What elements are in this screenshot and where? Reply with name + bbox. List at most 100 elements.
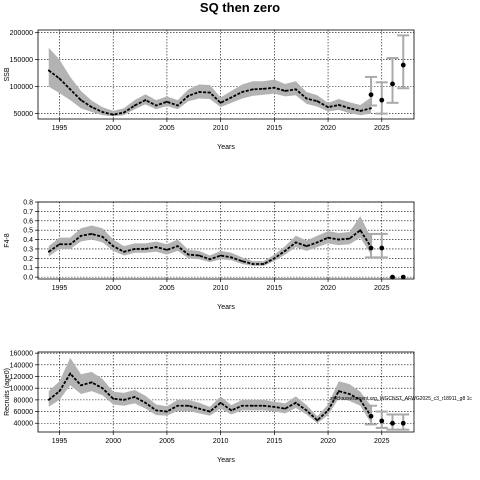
y-tick-label: 200000 — [10, 30, 33, 37]
x-tick-label: 2005 — [159, 125, 175, 132]
median-point — [230, 96, 233, 99]
y-tick-label: 0.2 — [23, 256, 33, 263]
median-point — [251, 404, 254, 407]
median-point — [144, 99, 147, 102]
median-point — [58, 77, 61, 80]
median-point — [337, 238, 340, 241]
median-point — [101, 387, 104, 390]
y-tick-label: 80000 — [14, 397, 34, 404]
median-point — [112, 113, 115, 116]
median-point — [155, 246, 158, 248]
median-point — [262, 263, 265, 265]
figure-title: SQ then zero — [200, 0, 280, 15]
x-tick-label: 2020 — [320, 438, 336, 445]
confidence-band — [48, 216, 372, 266]
median-point — [251, 88, 254, 91]
y-tick-label: 0.7 — [23, 209, 33, 216]
median-point — [58, 390, 61, 393]
median-point — [273, 257, 276, 260]
y-tick-label: 120000 — [10, 374, 33, 381]
y-tick-label: 50000 — [14, 111, 34, 118]
median-point — [166, 100, 168, 103]
median-point — [166, 410, 168, 413]
median-point — [348, 237, 351, 240]
median-point — [187, 404, 190, 407]
y-tick-label: 60000 — [14, 409, 34, 416]
chart-annotation: stockassessment.org_WGCNST_AFWG2025_c3_r… — [330, 396, 472, 402]
median-point — [176, 104, 179, 107]
x-axis-label: Years — [217, 304, 235, 311]
projection-point — [379, 97, 385, 103]
y-tick-label: 0.6 — [23, 218, 33, 225]
y-tick-label: 0.1 — [23, 265, 33, 272]
median-point — [348, 393, 351, 395]
median-point — [47, 69, 50, 72]
median-point — [155, 104, 158, 107]
projection-point — [400, 274, 406, 280]
y-tick-label: 0.8 — [23, 200, 33, 207]
median-point — [219, 401, 222, 404]
median-point — [316, 241, 319, 244]
median-point — [251, 263, 254, 265]
median-point — [305, 409, 308, 412]
median-point — [359, 110, 362, 112]
median-point — [305, 97, 308, 100]
x-tick-label: 2010 — [213, 125, 229, 132]
median-point — [327, 409, 329, 412]
x-tick-label: 2000 — [105, 285, 121, 292]
median-point — [101, 235, 104, 238]
y-tick-label: 0.0 — [23, 275, 33, 282]
median-point — [112, 397, 115, 400]
median-point — [198, 91, 201, 93]
median-point — [327, 236, 329, 239]
x-tick-label: 2025 — [374, 285, 390, 292]
median-point — [101, 111, 104, 113]
x-tick-label: 2010 — [213, 438, 229, 445]
chart-panel-3: 1995 2000 2005 2010 2015 2020 2025 40000 60000 80… — [4, 351, 472, 464]
median-point — [58, 243, 61, 246]
median-point — [80, 99, 82, 102]
projection-point — [368, 245, 374, 251]
median-point — [316, 100, 319, 103]
y-tick-label: 40000 — [14, 421, 34, 428]
median-point — [69, 88, 72, 91]
x-tick-label: 2000 — [105, 125, 121, 132]
median-point — [198, 254, 201, 257]
median-point — [359, 229, 362, 232]
y-axis-label: SSB — [4, 67, 11, 81]
plot-frame — [37, 29, 415, 120]
median-point — [294, 88, 297, 91]
projection-point — [368, 92, 374, 98]
median-point — [294, 401, 297, 404]
median-point — [262, 87, 265, 90]
y-axis-label: Recruits (age0) — [4, 368, 11, 416]
x-tick-label: 2020 — [320, 125, 336, 132]
median-point — [133, 396, 136, 398]
x-tick-label: 2005 — [159, 438, 175, 445]
median-point — [187, 253, 190, 256]
median-point — [176, 245, 179, 248]
projection-point — [400, 62, 406, 68]
median-point — [112, 245, 115, 248]
median-point — [69, 372, 72, 375]
y-axis-label: F4-8 — [4, 233, 11, 248]
median-point — [155, 409, 158, 412]
y-tick-label: 160000 — [10, 351, 33, 358]
median-point — [284, 90, 286, 92]
median-point — [370, 107, 372, 110]
median-point — [208, 258, 211, 261]
confidence-band — [48, 47, 372, 117]
x-axis-label: Years — [217, 457, 235, 464]
projection-point — [379, 245, 385, 251]
median-point — [176, 404, 179, 407]
median-point — [47, 398, 50, 401]
median-point — [123, 250, 125, 253]
median-point — [144, 401, 147, 404]
median-point — [69, 243, 72, 246]
x-tick-label: 2025 — [374, 438, 390, 445]
median-point — [133, 248, 136, 250]
x-tick-label: 2020 — [320, 285, 336, 292]
median-point — [241, 260, 244, 263]
median-point — [359, 398, 362, 401]
median-point — [166, 248, 168, 251]
